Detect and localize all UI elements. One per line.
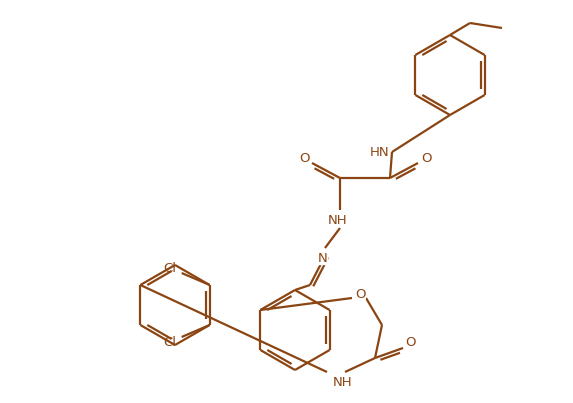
Text: Cl: Cl [163,262,176,274]
Text: O: O [406,337,416,349]
Text: NH: NH [333,376,353,388]
Text: O: O [421,152,431,166]
Text: NH: NH [328,214,348,226]
Text: Cl: Cl [163,336,176,349]
Text: N: N [318,251,328,264]
Text: O: O [355,289,365,301]
Text: HN: HN [370,145,389,158]
Text: O: O [299,152,309,166]
